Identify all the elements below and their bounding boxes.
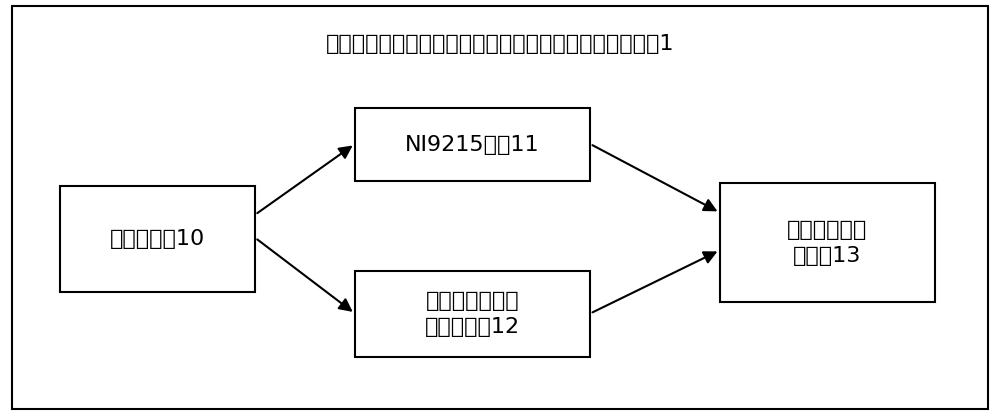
Bar xyxy=(355,108,590,181)
Text: 信号发生器10: 信号发生器10 xyxy=(110,229,205,249)
Text: 基于航磁超导全张量磁梯度测控系统的数据同步测试装置1: 基于航磁超导全张量磁梯度测控系统的数据同步测试装置1 xyxy=(326,34,674,54)
Bar xyxy=(355,271,590,357)
Text: 数据采集与控
制系统13: 数据采集与控 制系统13 xyxy=(787,220,868,266)
Text: NI9215模块11: NI9215模块11 xyxy=(405,135,540,155)
Bar xyxy=(60,186,255,292)
Text: 全张量磁数据模
拟采集模块12: 全张量磁数据模 拟采集模块12 xyxy=(425,291,520,337)
Bar xyxy=(720,183,935,302)
